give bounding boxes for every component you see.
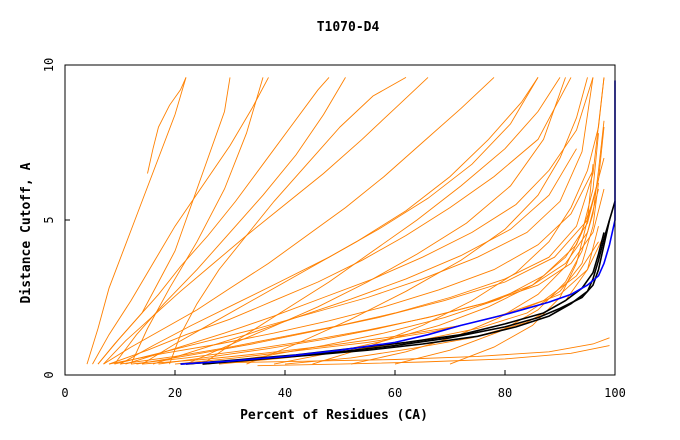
series-line-30 xyxy=(152,148,577,365)
series-line-2 xyxy=(202,219,611,365)
series-line-16 xyxy=(202,77,561,365)
series-line-15 xyxy=(169,77,407,365)
series-line-26 xyxy=(158,188,605,365)
series-line-28 xyxy=(103,77,429,365)
series-line-39 xyxy=(130,77,264,365)
series-line-27 xyxy=(174,241,599,365)
series-line-6 xyxy=(103,77,495,365)
series-line-24 xyxy=(125,77,594,365)
series-line-10 xyxy=(130,188,599,365)
x-tick-label-2: 40 xyxy=(278,386,292,400)
series-line-0 xyxy=(180,80,616,365)
series-line-13 xyxy=(92,77,269,365)
chart-title: T1070-D4 xyxy=(317,20,380,35)
series-line-35 xyxy=(185,77,566,365)
y-tick-label-0: 0 xyxy=(42,371,56,378)
series-line-37 xyxy=(284,226,599,365)
series-line-14 xyxy=(147,77,187,174)
series-line-8 xyxy=(114,77,594,365)
x-tick-label-3: 60 xyxy=(388,386,402,400)
series-line-34 xyxy=(141,77,539,365)
series-line-22 xyxy=(257,345,610,367)
x-tick-label-4: 80 xyxy=(498,386,512,400)
series-line-25 xyxy=(136,157,605,365)
y-tick-label-1: 5 xyxy=(42,216,56,223)
axis-layer: 0 20 40 60 80 100 0 5 10 xyxy=(42,58,626,400)
y-axis-label: Distance Cutoff, A xyxy=(19,162,34,303)
series-layer xyxy=(86,77,616,367)
series-line-12 xyxy=(86,77,187,365)
x-tick-label-0: 0 xyxy=(61,386,68,400)
series-line-23 xyxy=(108,170,594,365)
x-tick-label-1: 20 xyxy=(168,386,182,400)
y-tick-label-2: 10 xyxy=(42,58,56,72)
series-line-18 xyxy=(312,77,605,365)
series-line-38 xyxy=(114,77,346,365)
series-line-17 xyxy=(246,77,588,365)
series-line-36 xyxy=(207,201,594,365)
series-line-5 xyxy=(97,77,330,365)
x-tick-label-5: 100 xyxy=(604,386,626,400)
x-axis-label: Percent of Residues (CA) xyxy=(240,408,428,423)
series-line-11 xyxy=(141,235,605,365)
